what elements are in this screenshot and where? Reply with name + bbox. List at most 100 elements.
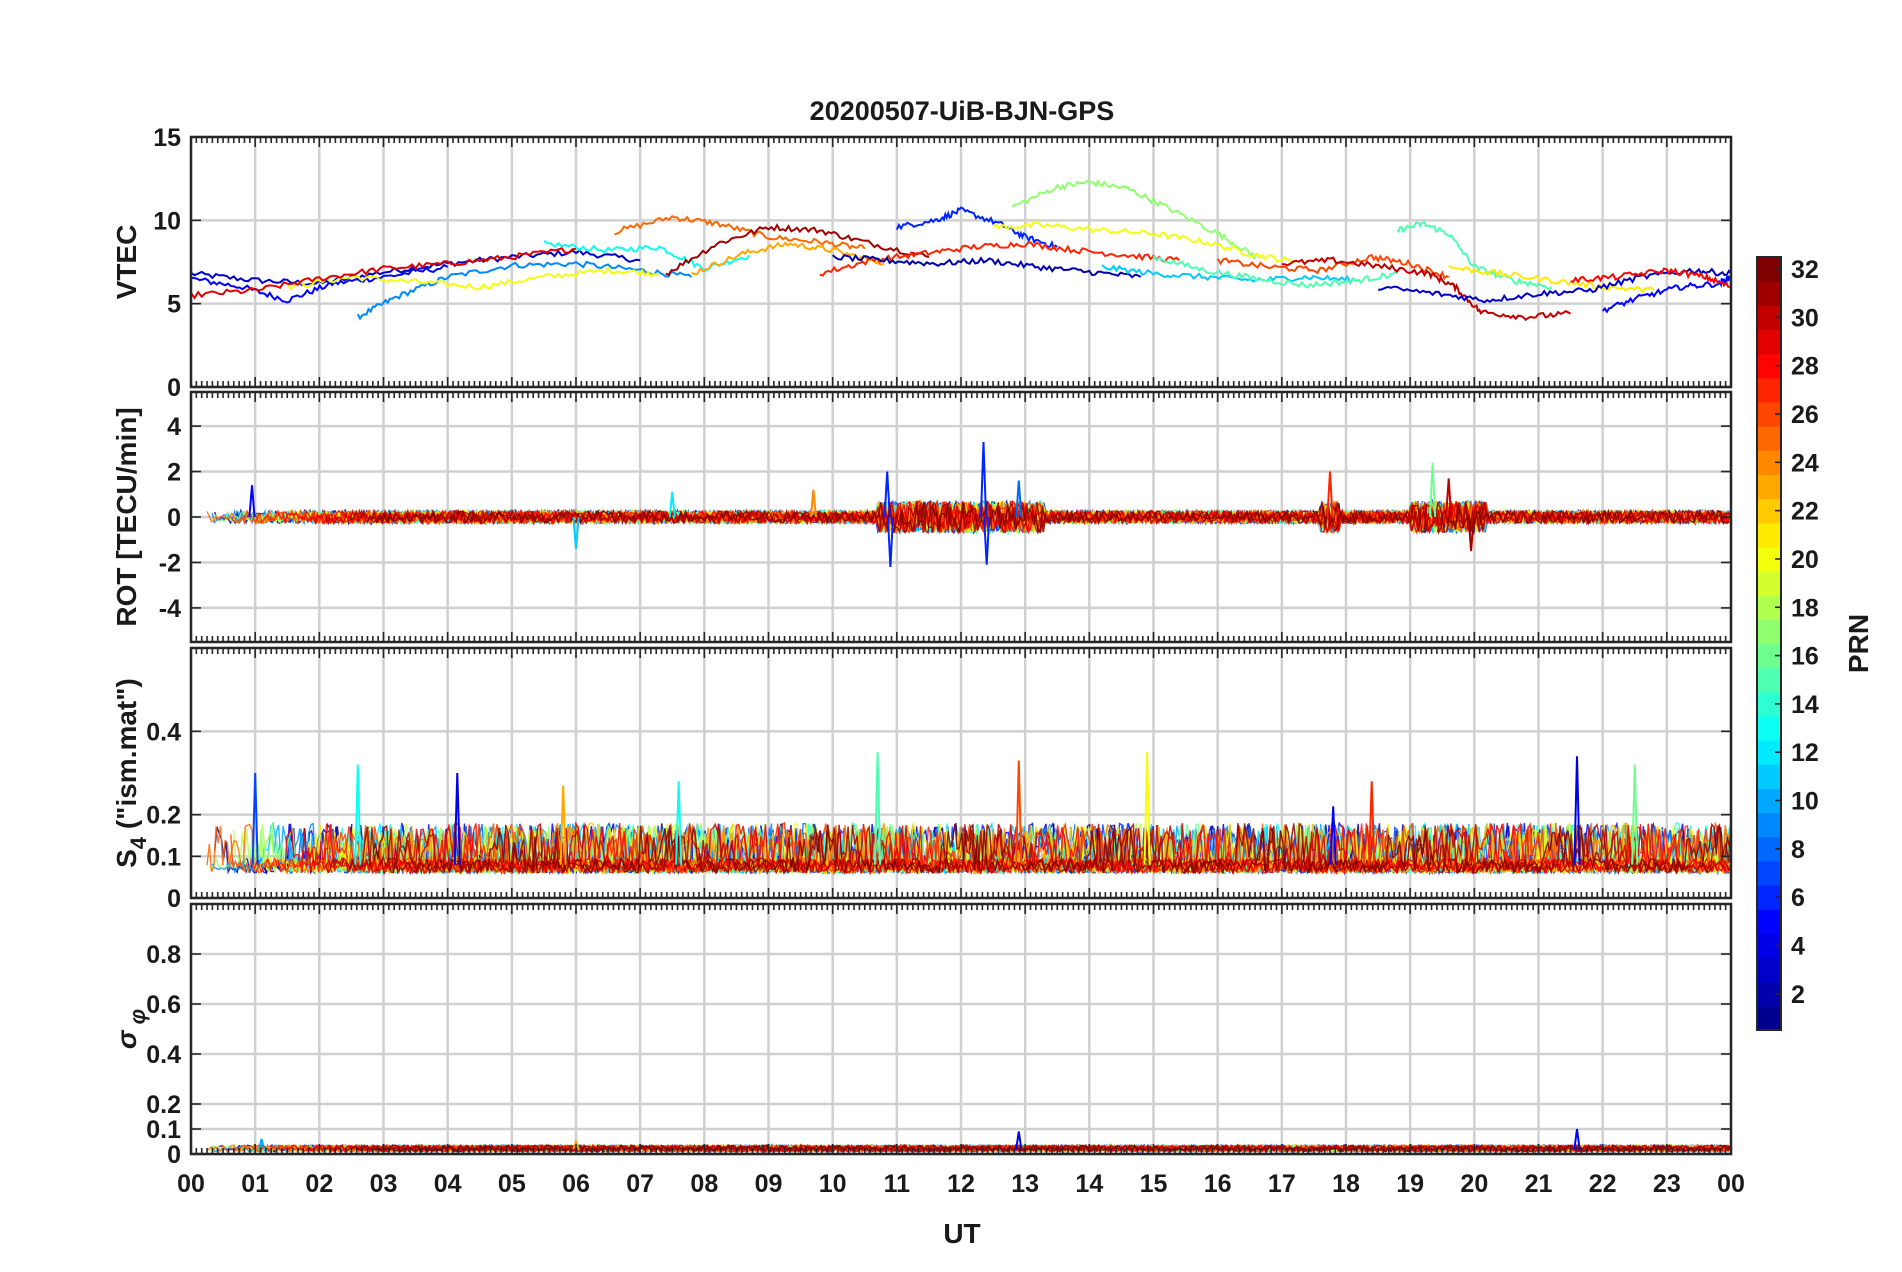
colorbar-segment [1757,281,1781,306]
colorbar-tick-label: 6 [1791,884,1805,912]
y-tick-label: 0 [167,1141,181,1169]
x-tick-label: 04 [434,1170,462,1198]
x-tick-label: 07 [626,1170,654,1198]
y-tick-label: 0.1 [146,843,181,871]
panel-frame [189,135,1733,389]
s4-spike-prn-16 [1631,764,1639,865]
x-tick-label: 19 [1396,1170,1424,1198]
s4-spike-prn-13 [354,764,362,865]
x-tick-label: 06 [562,1170,590,1198]
colorbar-segment [1757,715,1781,741]
vtec-line-prn-3 [191,249,641,286]
rot-spike-prn-6 [886,516,894,568]
x-tick-label: 08 [690,1170,718,1198]
colorbar-tick-label: 20 [1791,546,1819,574]
x-tick-label: 11 [884,1170,911,1198]
vtec-line-prn-9 [356,260,693,321]
y-axis-label-rot: ROT [TECU/min] [111,407,142,626]
vtec-line-prn-11 [1101,264,1360,285]
colorbar-tick-label: 18 [1791,594,1819,622]
rot-spike-prn-31 [1467,516,1475,552]
colorbar-tick-label: 30 [1791,304,1819,332]
colorbar-label: PRN [1843,614,1874,673]
y-tick-label: 0.8 [146,941,181,969]
vtec-line-prn-25 [614,214,866,251]
rot-spike-prn-16 [1429,462,1437,518]
colorbar-segment [1757,764,1781,790]
colorbar-segment [1757,329,1781,355]
vtec-line-prn-21 [1448,264,1655,294]
y-tick-label: 0 [167,885,181,913]
colorbar-segment [1757,1005,1781,1031]
colorbar-segment [1757,522,1781,548]
colorbar-tick-label: 16 [1791,643,1819,671]
vtec-line-prn-30 [1281,256,1572,322]
y-tick-label: 0 [167,504,181,532]
sigma_phi-spike-prn-5 [1573,1128,1581,1150]
s4-trace-prn-30 [325,822,1731,876]
vtec-line-prn-20 [286,265,660,291]
colorbar-segment [1757,909,1781,934]
s4-trace-prn-32 [372,822,1731,876]
colorbar-segment [1757,426,1781,451]
colorbar-frame [1756,256,1782,1031]
colorbar-tick-label: 4 [1791,932,1805,960]
x-tick-label: 09 [755,1170,783,1198]
x-tick-label: 20 [1460,1170,1488,1198]
colorbar-segment [1757,571,1781,596]
y-axis-label-vtec: VTEC [111,225,142,300]
y-tick-label: 0.2 [146,1091,181,1119]
x-tick-label: 03 [370,1170,398,1198]
sigma_phi-spike-prn-23 [572,1138,580,1150]
vtec-line-prn-27 [819,241,1180,277]
colorbar-segment [1757,860,1781,886]
y-tick-label: 4 [167,413,181,441]
x-tick-label: 01 [241,1170,269,1198]
s4-spike-prn-26 [1015,760,1023,865]
x-tick-label: 15 [1140,1170,1168,1198]
y-tick-label: 10 [153,207,181,235]
vtec-line-prn-23 [691,241,885,275]
vtec-line-prn-29 [191,247,577,300]
rot-spike-prn-27 [1326,471,1334,518]
x-tick-label: 10 [819,1170,847,1198]
chart-title: 20200507-UiB-BJN-GPS [810,96,1115,126]
y-tick-label: 0.4 [146,1041,181,1069]
vtec-line-prn-15 [1396,220,1552,290]
rot-trace-prn-32 [372,501,1730,536]
y-tick-label: 0.1 [146,1116,181,1144]
vtec-line-prn-3 [1377,267,1731,304]
y-tick-label: -4 [159,595,181,623]
x-tick-label: 18 [1332,1170,1360,1198]
x-tick-label: 12 [947,1170,975,1198]
data-lines [206,752,1731,876]
sigma_phi-spike-prn-4 [1015,1131,1023,1150]
rot-spike-prn-6 [883,471,891,518]
y-tick-label: 2 [167,459,181,487]
vtec-line-prn-26 [1216,253,1450,281]
s4-spike-prn-4 [1573,756,1581,865]
s4-spike-prn-7 [251,772,259,865]
vtec-line-prn-6 [895,206,1058,250]
colorbar-tick-label: 8 [1791,836,1805,864]
colorbar-tick-label: 14 [1791,691,1819,719]
rot-spike-prn-6 [983,516,991,565]
y-tick-label: 0.2 [146,802,181,830]
panel-frame [189,902,1733,1156]
rot-spike-prn-5 [248,485,256,518]
rot-spike-prn-8 [1015,480,1023,518]
colorbar-segment [1757,667,1781,693]
vtec-line-prn-5 [191,263,449,304]
colorbar-tick-label: 28 [1791,353,1819,381]
rot-spike-prn-24 [809,489,817,518]
colorbar-tick-label: 32 [1791,256,1819,284]
y-tick-label: 0.4 [146,718,181,746]
vtec-line-prn-31 [665,223,930,276]
panel-frame [189,646,1733,900]
colorbar-tick-label: 10 [1791,788,1819,816]
panel-rot: -4 -2 0 2 4 ROT [TECU/min] [111,390,1733,644]
colorbar-tick-label: 2 [1791,981,1805,1009]
